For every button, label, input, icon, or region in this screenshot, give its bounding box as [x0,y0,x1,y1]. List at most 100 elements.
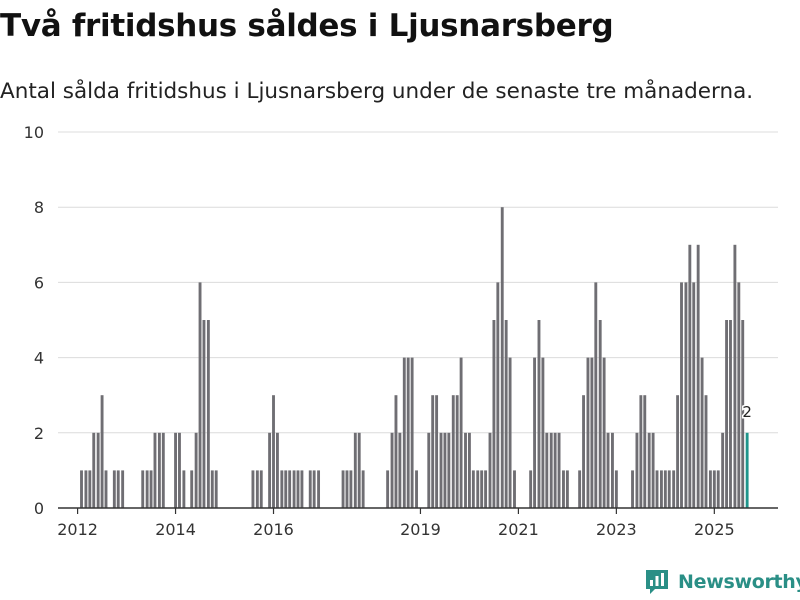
bar [455,395,459,508]
bar [467,432,471,508]
bar [251,470,255,508]
bar [659,470,663,508]
bar [353,432,357,508]
bar [545,432,549,508]
bar [153,432,157,508]
y-tick-label: 8 [34,198,44,217]
bar [451,395,455,508]
bar [508,357,512,508]
newsworthy-logo-icon [646,570,668,594]
bar [280,470,284,508]
bar [345,470,349,508]
bar [692,282,696,508]
bar [255,470,259,508]
bar [92,432,96,508]
bar [296,470,300,508]
bar [704,395,708,508]
bar [729,320,732,508]
bar [80,470,83,508]
bar [594,282,598,508]
bar [439,432,443,508]
x-tick-label: 2019 [400,520,441,539]
bar [504,320,508,508]
bar [121,470,125,508]
bar [312,470,316,508]
bar [104,470,108,508]
bar [578,470,582,508]
bar [480,470,484,508]
bar [716,470,720,508]
bar [386,470,390,508]
bar [708,470,712,508]
bar [427,432,431,508]
bar [447,432,451,508]
bar [611,432,614,508]
bar [361,470,365,508]
bar [614,470,618,508]
data-label: 2 [742,403,752,421]
bar [631,470,634,508]
bar [178,432,181,508]
bar [565,470,569,508]
bar [96,432,100,508]
bar [116,470,120,508]
highlighted-bar [745,432,749,508]
bar [100,395,104,508]
bar [737,282,741,508]
bar [476,470,480,508]
bar [398,432,402,508]
bar [268,432,272,508]
bar [275,432,279,508]
brand-logo: Newsworthy [644,568,800,596]
bar [157,432,161,508]
bar [586,357,590,508]
bar [484,470,488,508]
bar [272,395,275,508]
bar [459,357,463,508]
y-tick-label: 2 [34,424,44,443]
bar [174,432,177,508]
bar [349,470,353,508]
bar [88,470,92,508]
bar [582,395,585,508]
bar [292,470,296,508]
bar [431,395,435,508]
bar [667,470,671,508]
bar [308,470,312,508]
bar [696,244,700,509]
bar [84,470,88,508]
bar [435,395,439,508]
x-tick-label: 2012 [57,520,98,539]
bar [553,432,557,508]
bar [741,320,745,508]
bar [663,470,667,508]
bar [300,470,304,508]
bar [194,432,198,508]
bar [206,320,210,508]
y-tick-label: 0 [34,499,44,518]
bar [471,470,475,508]
bar [214,470,218,508]
bar [655,470,659,508]
y-tick-label: 4 [34,349,44,368]
bar [464,432,467,508]
bar [394,395,398,508]
bar [513,470,516,508]
bar [541,357,545,508]
bar [680,282,683,508]
bar [639,395,643,508]
bar [598,320,602,508]
bar [602,357,606,508]
bar [357,432,361,508]
x-tick-label: 2021 [498,520,539,539]
bar [606,432,610,508]
bar [341,470,345,508]
bar [529,470,533,508]
bar [443,432,447,508]
bar [182,470,186,508]
bar [647,432,651,508]
bar-chart: 0 2 4 6 8 10 2 2012 2014 2016 2019 2021 2023 2025 [24,123,778,539]
bar [141,470,145,508]
bar [496,282,500,508]
bar [549,432,553,508]
